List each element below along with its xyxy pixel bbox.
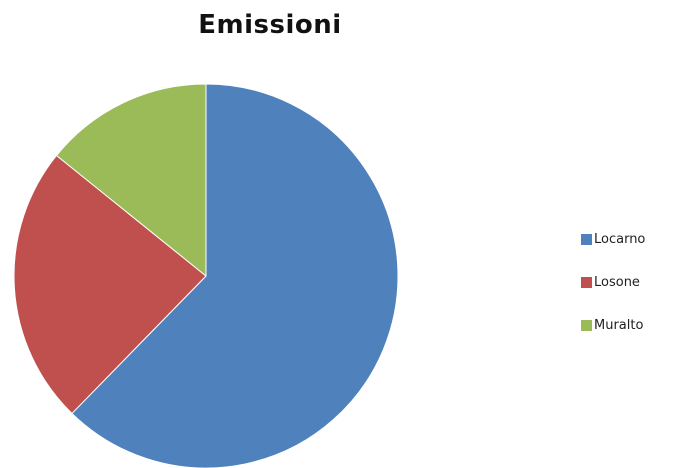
pie-slice-losone <box>13 154 207 414</box>
chart-title: Emissioni <box>198 10 342 40</box>
legend-item-losone: Losone <box>581 273 671 291</box>
legend: Locarno Losone Muralto <box>581 230 671 359</box>
pie-slice-muralto <box>56 83 207 277</box>
legend-swatch-muralto <box>581 319 592 331</box>
legend-label-losone: Losone <box>594 274 640 290</box>
legend-item-locarno: Locarno <box>581 230 671 248</box>
legend-swatch-losone <box>581 276 592 288</box>
legend-label-locarno: Locarno <box>594 231 646 247</box>
legend-label-muralto: Muralto <box>594 317 644 333</box>
legend-item-muralto: Muralto <box>581 316 671 334</box>
pie-slice-locarno <box>71 83 399 468</box>
legend-swatch-locarno <box>581 233 592 245</box>
